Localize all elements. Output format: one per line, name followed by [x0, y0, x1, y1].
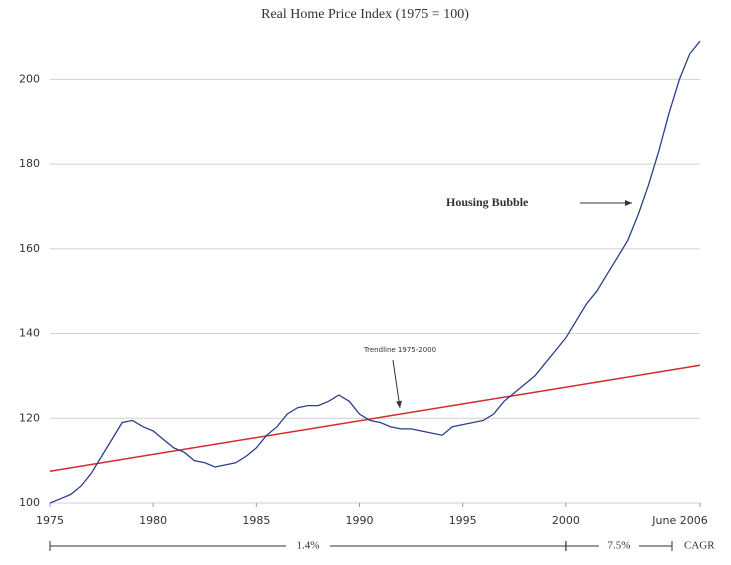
x-tick-label: 2000: [552, 514, 580, 527]
annotation: Trendline 1975-2000: [363, 346, 436, 354]
y-tick-label: 160: [19, 242, 40, 255]
chart-title: Real Home Price Index (1975 = 100): [261, 7, 469, 22]
label-bg: [285, 539, 330, 553]
label-bg: [598, 539, 639, 553]
cagr-label: CAGR: [684, 540, 715, 552]
x-tick-label: 1975: [36, 514, 64, 527]
x-tick-label: 1985: [242, 514, 270, 527]
annotation: Housing Bubble: [446, 195, 529, 209]
x-tick-label: 1990: [346, 514, 374, 527]
y-tick-label: 100: [19, 496, 40, 509]
cagr-label: 1.4%: [296, 540, 319, 552]
y-tick-label: 140: [19, 327, 40, 340]
cagr-label: 7.5%: [607, 540, 630, 552]
x-tick-label: June 2006: [651, 514, 707, 527]
arrow: [392, 359, 402, 409]
y-tick-label: 180: [19, 157, 40, 170]
x-tick-label: 1980: [139, 514, 167, 527]
y-tick-label: 200: [19, 72, 40, 85]
x-tick-label: 1995: [449, 514, 477, 527]
series-line: [49, 40, 701, 504]
y-tick-label: 120: [19, 411, 40, 424]
trendline: [49, 364, 701, 472]
